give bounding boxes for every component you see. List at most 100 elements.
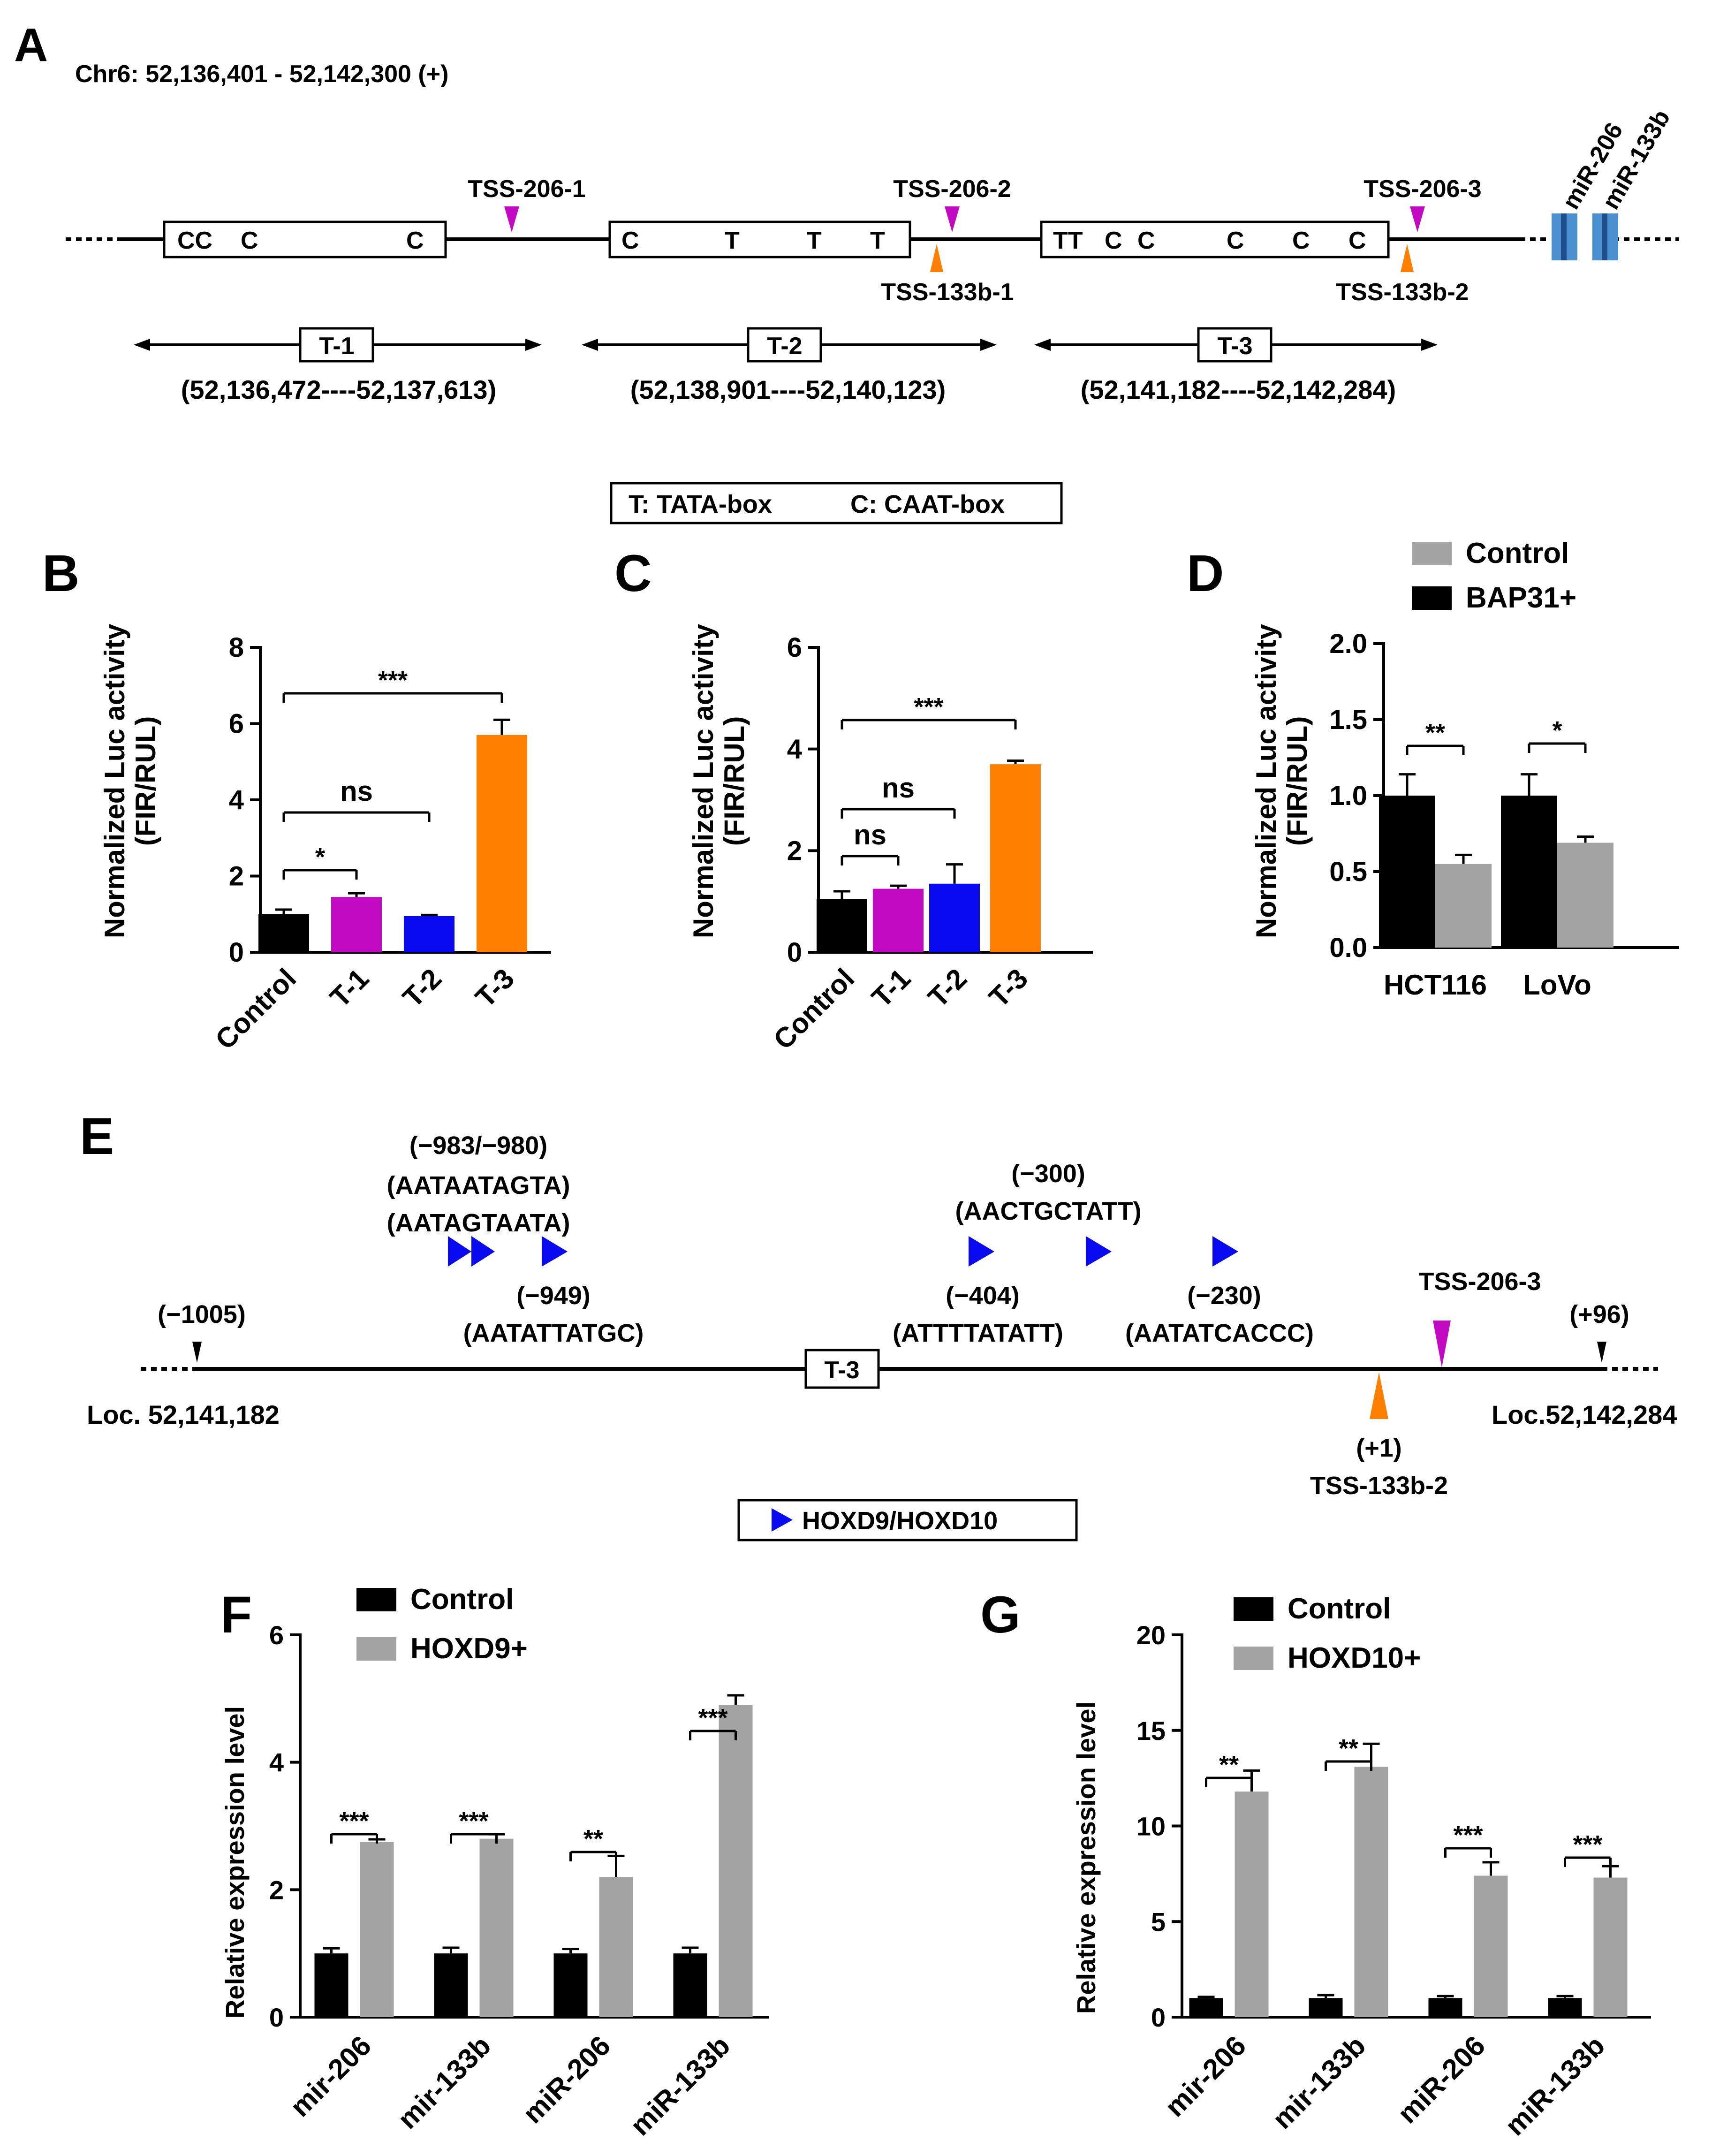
y-tick-label-F: 6 xyxy=(269,1620,284,1650)
bar-C-3 xyxy=(990,764,1041,952)
hoxd-legend xyxy=(737,1499,1078,1541)
bar-D-BAP31+-1 xyxy=(1557,843,1613,948)
y-tick-label-F: 0 xyxy=(269,2003,284,2032)
category-label-B: T-3 xyxy=(470,963,521,1014)
panel-d-letter: D xyxy=(1187,545,1224,602)
y-tick-label-G: 0 xyxy=(1151,2003,1166,2032)
category-label-C: T-2 xyxy=(922,963,973,1014)
bar-C-0 xyxy=(817,899,867,952)
legend-label-D-0: Control xyxy=(1466,537,1569,569)
y-tick-label-B: 2 xyxy=(229,861,244,892)
box3-label-3: C xyxy=(1137,227,1155,254)
category-label-F: miR-206 xyxy=(517,2030,616,2129)
right-position: (+96) xyxy=(1569,1300,1629,1329)
y-axis-title-D: Normalized Luc activity(FIR/RUL) xyxy=(1250,623,1313,938)
region-t1: T-1 (52,136,472----52,137,613) xyxy=(134,327,542,404)
legend-swatch-G-0 xyxy=(1234,1597,1273,1621)
sig-label-G: *** xyxy=(1453,1821,1483,1849)
legend-label-G-0: Control xyxy=(1288,1593,1391,1625)
hoxd-site-983a xyxy=(448,1236,471,1267)
hoxd-site-983b xyxy=(471,1236,495,1267)
bar-G-Control-3 xyxy=(1548,1998,1582,2017)
tss-133b-1-label: TSS-133b-1 xyxy=(881,279,1014,306)
sig-label-D: * xyxy=(1552,716,1562,744)
y-tick-label-D: 0.5 xyxy=(1329,857,1367,887)
bar-D-Control-1 xyxy=(1501,796,1557,948)
region-t3-range: (52,141,182----52,142,284) xyxy=(1081,375,1396,404)
y-tick-label-C: 0 xyxy=(787,937,802,968)
panel-b-letter: B xyxy=(42,545,79,602)
box3-label-1: TT xyxy=(1053,227,1083,254)
y-tick-label-F: 2 xyxy=(269,1875,284,1905)
category-label-C: Control xyxy=(767,963,860,1055)
box-legend xyxy=(610,482,1063,524)
legend-swatch-D-0 xyxy=(1412,542,1452,565)
bar-D-Control-0 xyxy=(1379,796,1435,948)
bar-D-BAP31+-0 xyxy=(1435,864,1492,948)
bar-F-HOXD9+-0 xyxy=(360,1842,394,2017)
legend-label-G-1: HOXD10+ xyxy=(1288,1642,1421,1674)
bar-B-1 xyxy=(331,897,382,952)
tss-206-3-marker-e xyxy=(1433,1321,1451,1367)
legend-caat: C: CAAT-box xyxy=(850,490,1005,518)
y-axis-title-F: Relative expression level xyxy=(220,1706,250,2019)
region-t3-label: T-3 xyxy=(1217,333,1252,360)
sig-label-C: ns xyxy=(854,819,886,850)
right-end-marker xyxy=(1597,1342,1606,1363)
tss-206-3-label-e: TSS-206-3 xyxy=(1418,1268,1541,1296)
legend-swatch-F-1 xyxy=(356,1637,396,1661)
y-tick-label-B: 4 xyxy=(229,785,244,815)
panel-a-letter: A xyxy=(14,19,48,71)
chart-d: 0.0 0.5 1.0 1.5 2.0 Normalized Luc activity(F… xyxy=(1250,537,1679,1001)
tss-133b-2-label: TSS-133b-2 xyxy=(1336,279,1469,306)
panel-e-letter: E xyxy=(80,1108,114,1165)
y-tick-label-B: 6 xyxy=(229,709,244,739)
sig-label-G: *** xyxy=(1573,1830,1602,1859)
region-t3: T-3 (52,141,182----52,142,284) xyxy=(1034,327,1438,404)
tss-206-1-label: TSS-206-1 xyxy=(468,175,585,203)
legend-label-D-1: BAP31+ xyxy=(1466,582,1576,614)
site-983-seq2: (AATAGTAATA) xyxy=(387,1209,570,1237)
region-t2-label: T-2 xyxy=(767,333,802,360)
site-230-seq: (AATATCACCC) xyxy=(1125,1319,1314,1347)
category-label-C: T-3 xyxy=(983,963,1034,1014)
y-tick-label-G: 10 xyxy=(1136,1812,1166,1841)
site-300-pos: (−300) xyxy=(1011,1160,1085,1188)
box2-label-1: C xyxy=(621,227,639,254)
region-t2-range: (52,138,901----52,140,123) xyxy=(630,375,946,404)
region-t3-label-e: T-3 xyxy=(824,1357,859,1384)
y-tick-label-F: 4 xyxy=(269,1748,284,1777)
bar-F-Control-0 xyxy=(314,1953,348,2017)
y-tick-label-G: 20 xyxy=(1136,1620,1166,1650)
sig-label-G: ** xyxy=(1219,1751,1239,1779)
region-t2: T-2 (52,138,901----52,140,123) xyxy=(582,327,997,404)
category-label-F: mir-206 xyxy=(284,2030,377,2123)
chart-g: 0 5 10 15 20 Relative expression level ** mir-2… xyxy=(1071,1593,1651,2141)
bar-C-1 xyxy=(873,888,924,952)
sig-label-B: *** xyxy=(378,666,408,694)
category-label-D: HCT116 xyxy=(1384,969,1487,1001)
bar-F-Control-1 xyxy=(434,1953,468,2017)
box3-label-6: C xyxy=(1348,227,1366,254)
box2-label-4: T xyxy=(870,227,885,254)
region-t3-box xyxy=(804,1349,880,1389)
right-locus: Loc.52,142,284 xyxy=(1492,1400,1677,1429)
hoxd-site-300 xyxy=(1086,1236,1112,1267)
box2-label-3: T xyxy=(807,227,822,254)
chart-f: 0 2 4 6 Relative expression level *** mir-206 *… xyxy=(220,1583,769,2141)
y-tick-label-D: 1.5 xyxy=(1329,705,1367,735)
sig-label-F: *** xyxy=(698,1704,727,1732)
tss-133b-2-label-e: TSS-133b-2 xyxy=(1310,1472,1448,1500)
panel-c-letter: C xyxy=(614,545,651,602)
tss-133b-1-marker xyxy=(930,244,943,272)
box3-label-2: C xyxy=(1105,227,1122,254)
sig-label-C: ns xyxy=(882,772,915,804)
category-label-G: miR-206 xyxy=(1392,2030,1491,2129)
left-position: (−1005) xyxy=(158,1300,246,1329)
bar-G-Control-1 xyxy=(1309,1998,1343,2017)
category-label-B: T-1 xyxy=(324,963,375,1014)
legend-swatch-D-1 xyxy=(1412,586,1452,610)
y-tick-label-D: 2.0 xyxy=(1329,629,1367,659)
hoxd-site-230 xyxy=(1212,1236,1238,1267)
